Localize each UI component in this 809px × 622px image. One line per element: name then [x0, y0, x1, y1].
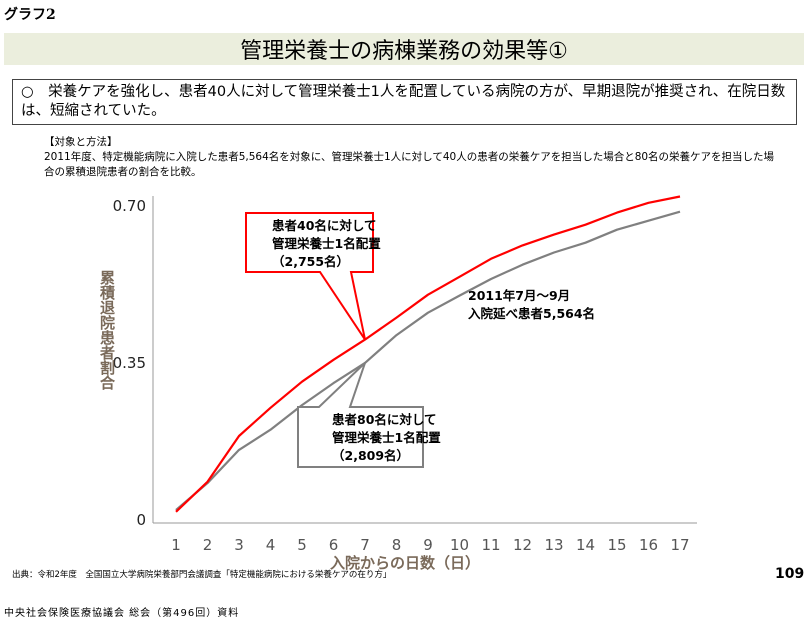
source-note: 出典：令和2年度 全国国立大学病院栄養部門会議調査「特定機能病院における栄養ケア… — [12, 570, 392, 580]
x-tick-label: 3 — [234, 536, 244, 554]
x-tick-label: 10 — [450, 536, 469, 554]
annotation-total: 入院延べ患者5,564名 — [468, 306, 596, 321]
x-tick-label: 9 — [423, 536, 433, 554]
callout-40-patients: 患者40名に対して 管理栄養士1名配置 （2,755名） — [272, 217, 381, 271]
y-axis-label: 累積退院患者割合 — [98, 270, 116, 390]
x-tick-label: 8 — [392, 536, 402, 554]
x-tick-label: 7 — [360, 536, 370, 554]
callout-box-gray — [297, 362, 424, 468]
slide-title: 管理栄養士の病棟業務の効果等① — [4, 33, 804, 65]
callout-line: 管理栄養士1名配置 — [332, 430, 441, 445]
y-tick-label: 0.70 — [113, 197, 146, 215]
x-tick-label: 1 — [171, 536, 181, 554]
callout-line: （2,809名） — [332, 448, 410, 463]
graph-label: グラフ2 — [4, 7, 56, 23]
callout-line: 管理栄養士1名配置 — [272, 236, 381, 251]
callout-line: （2,755名） — [272, 254, 350, 269]
callout-line: 患者40名に対して — [272, 218, 377, 233]
method-heading: 【対象と方法】 — [44, 136, 118, 148]
x-tick-label: 2 — [203, 536, 213, 554]
y-tick-label: 0 — [136, 511, 146, 529]
summary-box: ○ 栄養ケアを強化し、患者40人に対して管理栄養士1人を配置している病院の方が、… — [12, 79, 797, 125]
x-tick-label: 16 — [639, 536, 658, 554]
x-tick-label: 15 — [607, 536, 626, 554]
callout-box-red — [245, 212, 374, 341]
page-number: 109 — [775, 566, 805, 582]
x-tick-label: 13 — [544, 536, 563, 554]
footer-note: 中央社会保険医療協議会 総会（第496回）資料 — [4, 608, 240, 619]
x-tick-label: 5 — [297, 536, 307, 554]
callout-80-patients: 患者80名に対して 管理栄養士1名配置 （2,809名） — [332, 411, 441, 465]
x-tick-label: 17 — [670, 536, 689, 554]
callout-line: 患者80名に対して — [332, 412, 437, 427]
x-tick-label: 6 — [329, 536, 339, 554]
x-tick-label: 14 — [576, 536, 595, 554]
x-tick-label: 11 — [481, 536, 500, 554]
annotation-period: 2011年7月～9月 — [468, 288, 571, 303]
y-tick-label: 0.35 — [113, 354, 146, 372]
x-tick-label: 12 — [513, 536, 532, 554]
method-text: 2011年度、特定機能病院に入院した患者5,564名を対象に、管理栄養士1人に対… — [44, 151, 775, 178]
period-annotation: 2011年7月～9月 入院延べ患者5,564名 — [468, 287, 595, 323]
x-axis-label: 入院からの日数（日） — [330, 554, 481, 572]
x-tick-label: 4 — [266, 536, 276, 554]
method-section: 【対象と方法】 2011年度、特定機能病院に入院した患者5,564名を対象に、管… — [44, 135, 784, 180]
